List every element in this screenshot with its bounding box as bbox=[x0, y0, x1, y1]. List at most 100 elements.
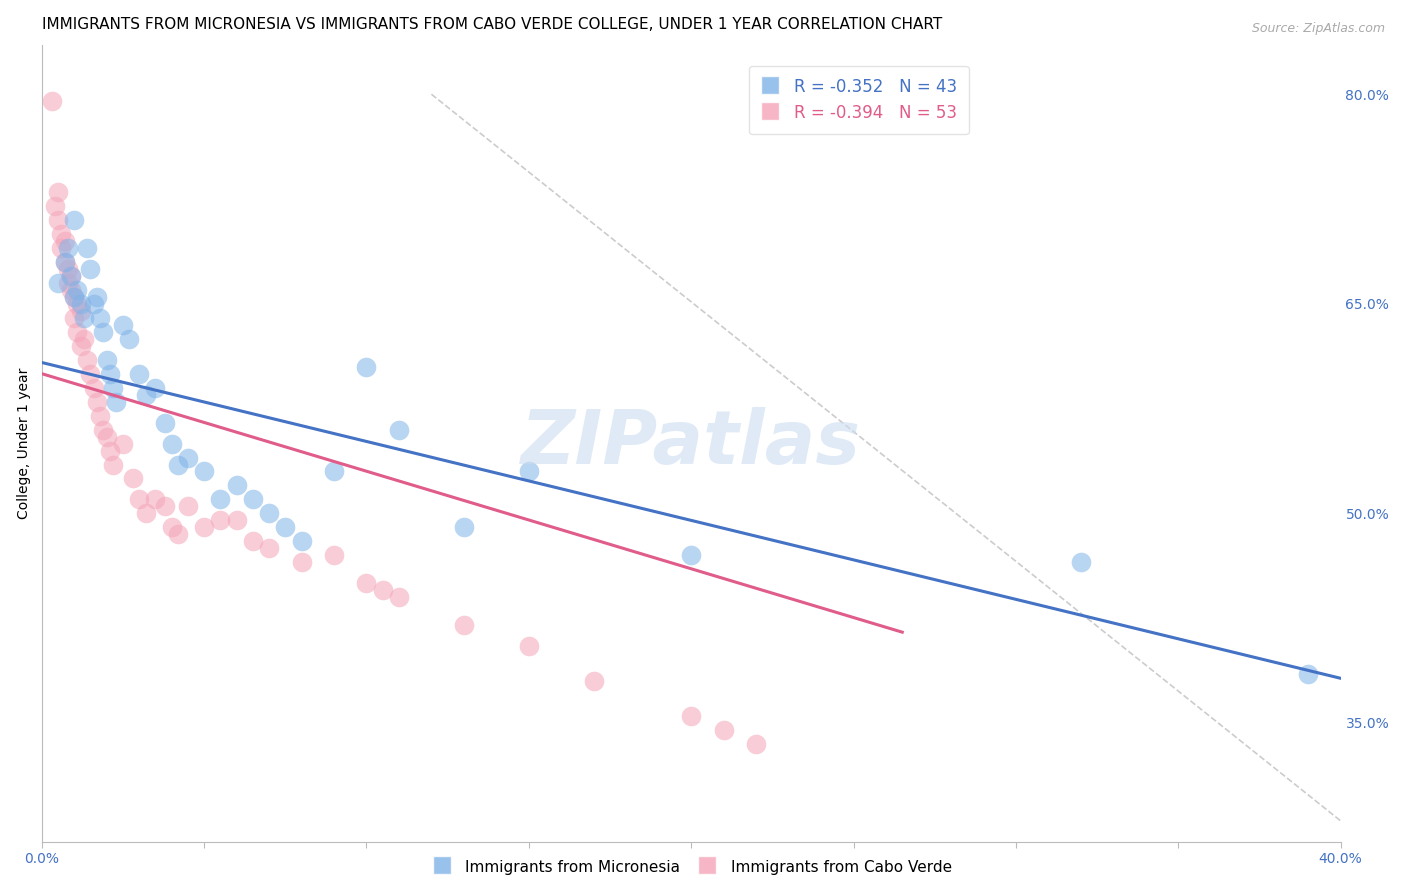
Point bbox=[69, 303, 91, 318]
Point bbox=[63, 290, 86, 304]
Point bbox=[290, 555, 312, 569]
Point bbox=[111, 436, 134, 450]
Text: ZIPatlas: ZIPatlas bbox=[522, 407, 862, 480]
Point bbox=[69, 297, 91, 311]
Point bbox=[56, 261, 79, 276]
Point bbox=[290, 534, 312, 549]
Point bbox=[51, 227, 73, 241]
Point bbox=[371, 583, 394, 598]
Point bbox=[153, 500, 176, 514]
Point bbox=[1296, 667, 1319, 681]
Point bbox=[193, 520, 215, 534]
Point bbox=[98, 367, 121, 381]
Point bbox=[83, 297, 105, 311]
Point bbox=[66, 297, 89, 311]
Point bbox=[79, 367, 101, 381]
Point bbox=[167, 527, 190, 541]
Point bbox=[128, 367, 150, 381]
Point bbox=[517, 465, 540, 479]
Legend: Immigrants from Micronesia, Immigrants from Cabo Verde: Immigrants from Micronesia, Immigrants f… bbox=[425, 852, 957, 882]
Point bbox=[145, 381, 167, 395]
Point bbox=[46, 276, 69, 290]
Point bbox=[177, 450, 200, 465]
Point bbox=[160, 520, 183, 534]
Point bbox=[153, 416, 176, 430]
Point bbox=[89, 310, 111, 325]
Point bbox=[46, 213, 69, 227]
Point bbox=[453, 520, 475, 534]
Point bbox=[1070, 555, 1092, 569]
Point bbox=[105, 394, 128, 409]
Point bbox=[745, 737, 768, 751]
Point bbox=[111, 318, 134, 332]
Point bbox=[103, 381, 125, 395]
Point bbox=[56, 241, 79, 255]
Text: IMMIGRANTS FROM MICRONESIA VS IMMIGRANTS FROM CABO VERDE COLLEGE, UNDER 1 YEAR C: IMMIGRANTS FROM MICRONESIA VS IMMIGRANTS… bbox=[42, 17, 942, 32]
Point bbox=[582, 674, 605, 689]
Point bbox=[145, 492, 167, 507]
Point bbox=[76, 352, 98, 367]
Point bbox=[86, 394, 108, 409]
Point bbox=[89, 409, 111, 423]
Point bbox=[209, 492, 232, 507]
Point bbox=[96, 429, 118, 443]
Point bbox=[135, 387, 157, 401]
Y-axis label: College, Under 1 year: College, Under 1 year bbox=[17, 368, 31, 519]
Point bbox=[356, 576, 378, 591]
Point bbox=[41, 94, 63, 108]
Point bbox=[128, 492, 150, 507]
Point bbox=[56, 276, 79, 290]
Point bbox=[46, 185, 69, 199]
Text: Source: ZipAtlas.com: Source: ZipAtlas.com bbox=[1251, 22, 1385, 36]
Point bbox=[63, 310, 86, 325]
Point bbox=[59, 283, 82, 297]
Point bbox=[66, 283, 89, 297]
Point bbox=[53, 255, 76, 269]
Point bbox=[453, 618, 475, 632]
Point bbox=[121, 471, 143, 485]
Point bbox=[93, 423, 115, 437]
Point bbox=[51, 241, 73, 255]
Point bbox=[63, 213, 86, 227]
Point bbox=[63, 290, 86, 304]
Point bbox=[517, 639, 540, 653]
Point bbox=[257, 507, 280, 521]
Point bbox=[160, 436, 183, 450]
Point bbox=[135, 507, 157, 521]
Point bbox=[73, 310, 96, 325]
Point bbox=[59, 268, 82, 283]
Point bbox=[53, 234, 76, 248]
Point bbox=[118, 332, 141, 346]
Point bbox=[93, 325, 115, 339]
Point bbox=[59, 268, 82, 283]
Point bbox=[44, 199, 66, 213]
Point bbox=[225, 513, 247, 527]
Point bbox=[98, 443, 121, 458]
Point bbox=[242, 492, 264, 507]
Point bbox=[103, 458, 125, 472]
Point bbox=[713, 723, 735, 737]
Point bbox=[73, 332, 96, 346]
Point bbox=[96, 352, 118, 367]
Point bbox=[53, 255, 76, 269]
Point bbox=[193, 465, 215, 479]
Point bbox=[274, 520, 297, 534]
Point bbox=[76, 241, 98, 255]
Point bbox=[177, 500, 200, 514]
Point bbox=[388, 423, 411, 437]
Point bbox=[323, 465, 346, 479]
Point bbox=[681, 709, 703, 723]
Point bbox=[225, 478, 247, 492]
Point bbox=[356, 359, 378, 374]
Point bbox=[681, 549, 703, 563]
Point bbox=[69, 339, 91, 353]
Point bbox=[323, 549, 346, 563]
Point bbox=[79, 261, 101, 276]
Point bbox=[66, 325, 89, 339]
Point bbox=[388, 591, 411, 605]
Point bbox=[86, 290, 108, 304]
Point bbox=[209, 513, 232, 527]
Point bbox=[167, 458, 190, 472]
Point bbox=[83, 381, 105, 395]
Point bbox=[242, 534, 264, 549]
